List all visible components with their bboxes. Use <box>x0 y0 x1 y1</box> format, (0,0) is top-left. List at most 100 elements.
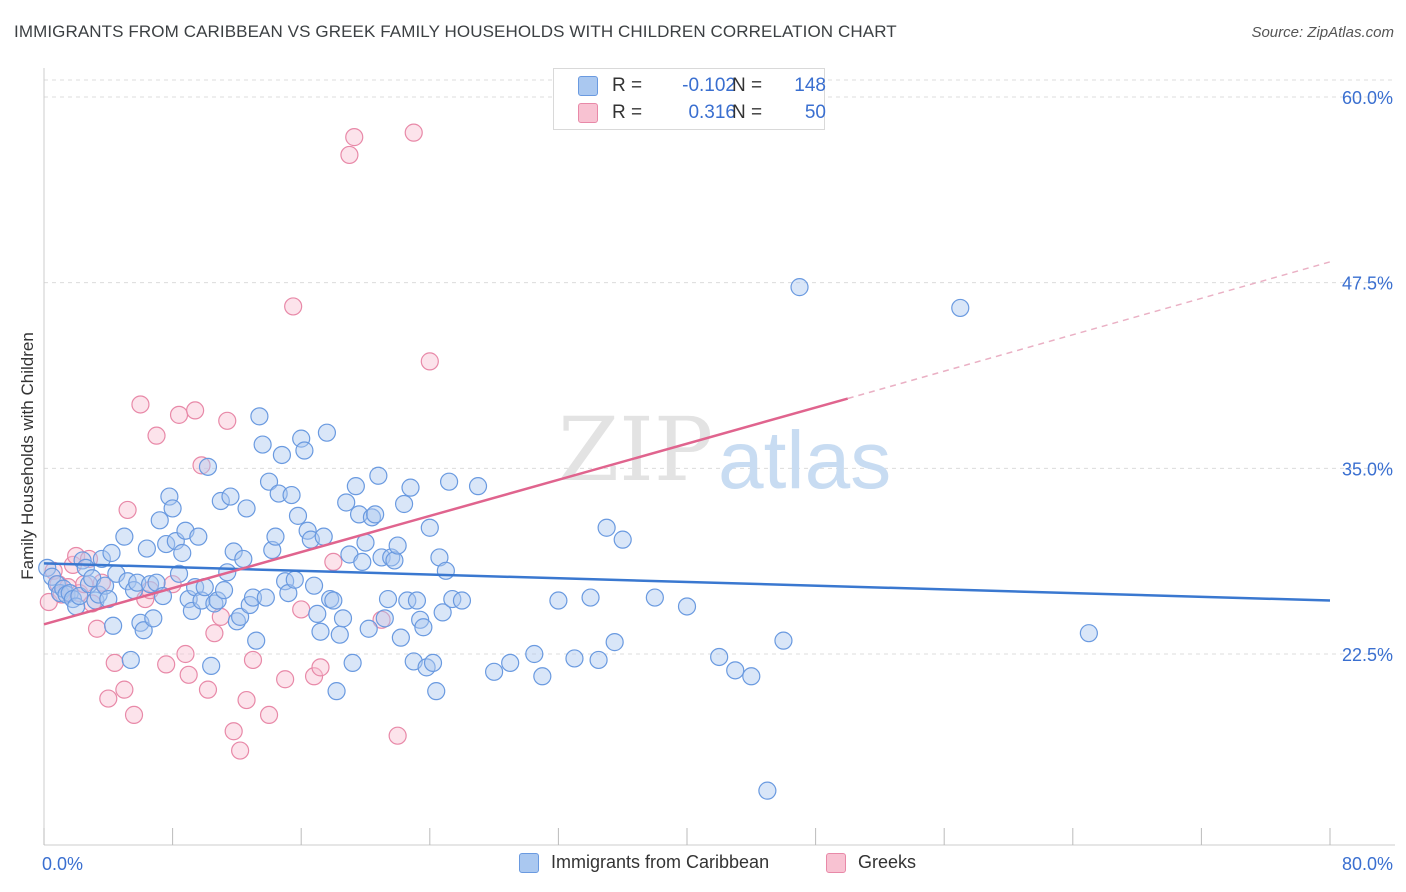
point-caribbean <box>276 572 295 591</box>
legend-swatch-greeks <box>826 852 846 873</box>
point-caribbean <box>140 575 160 594</box>
point-greeks <box>169 405 189 424</box>
point-caribbean <box>710 647 729 667</box>
stats-swatch-greeks <box>578 103 598 123</box>
point-caribbean <box>398 591 417 610</box>
point-caribbean <box>250 407 269 426</box>
point-caribbean <box>742 667 761 686</box>
point-greeks <box>284 297 303 316</box>
point-caribbean <box>549 591 568 610</box>
point-greeks <box>420 352 439 371</box>
point-caribbean <box>385 551 404 570</box>
point-caribbean <box>92 549 111 569</box>
bottom-legend: Immigrants from Caribbean Greeks <box>0 852 1406 878</box>
legend-swatch-caribbean <box>519 852 539 873</box>
point-greeks <box>124 705 144 724</box>
point-caribbean <box>790 278 809 297</box>
point-caribbean <box>378 589 398 609</box>
point-caribbean <box>589 650 608 670</box>
point-caribbean <box>420 518 439 537</box>
point-caribbean <box>485 662 504 681</box>
point-caribbean <box>1079 624 1098 643</box>
legend-item-caribbean[interactable]: Immigrants from Caribbean <box>519 852 769 873</box>
point-caribbean <box>433 603 452 622</box>
y-tick-label: 22.5% <box>1342 645 1393 665</box>
point-caribbean <box>362 508 382 527</box>
point-caribbean <box>214 581 234 600</box>
y-tick-label: 35.0% <box>1342 459 1393 479</box>
point-caribbean <box>677 597 697 616</box>
point-caribbean <box>436 561 455 580</box>
point-caribbean <box>115 527 134 546</box>
stats-legend-box: R = -0.102 N = 148 R = 0.316 N = 50 <box>553 68 826 130</box>
point-caribbean <box>758 781 777 800</box>
point-caribbean <box>211 491 230 511</box>
point-greeks <box>388 726 407 745</box>
point-greeks <box>345 128 364 147</box>
tick-labels: 22.5% 35.0% 47.5% 60.0% 0.0% 80.0% <box>42 88 1393 874</box>
watermark: ZIP atlas <box>558 398 891 506</box>
point-greeks <box>147 426 166 445</box>
point-caribbean <box>311 622 330 641</box>
y-axis-label: Family Households with Children <box>18 332 37 580</box>
data-points <box>38 123 1098 800</box>
watermark-atlas: atlas <box>718 415 891 506</box>
point-caribbean <box>597 518 616 537</box>
point-caribbean <box>95 576 115 595</box>
stats-n-value: 50 <box>804 102 826 123</box>
legend-item-greeks[interactable]: Greeks <box>826 852 916 873</box>
point-caribbean <box>104 616 123 635</box>
point-caribbean <box>407 591 427 610</box>
point-greeks <box>99 689 118 708</box>
point-caribbean <box>285 570 304 589</box>
point-caribbean <box>234 549 253 569</box>
stats-n-label: N = <box>732 102 763 123</box>
point-greeks <box>176 644 195 664</box>
watermark-zip: ZIP <box>558 398 713 501</box>
point-greeks <box>131 395 150 414</box>
point-caribbean <box>317 423 337 442</box>
point-caribbean <box>501 653 520 673</box>
y-tick-label: 47.5% <box>1342 274 1393 294</box>
point-caribbean <box>565 649 584 668</box>
stats-r-label: R = <box>612 102 643 123</box>
point-caribbean <box>774 631 793 650</box>
point-caribbean <box>137 539 156 558</box>
stats-swatch-caribbean <box>578 76 598 96</box>
legend-label-greeks: Greeks <box>858 852 917 872</box>
point-caribbean <box>346 477 365 496</box>
chart-title: IMMIGRANTS FROM CARIBBEAN VS GREEK FAMIL… <box>14 22 897 41</box>
stats-r-value: -0.102 <box>682 75 736 96</box>
point-caribbean <box>443 589 462 609</box>
point-caribbean <box>292 429 311 448</box>
legend-label-caribbean: Immigrants from Caribbean <box>551 852 770 872</box>
point-caribbean <box>468 477 488 496</box>
point-caribbean <box>237 499 256 518</box>
point-caribbean <box>391 628 410 647</box>
point-greeks <box>237 690 256 710</box>
point-caribbean <box>452 591 472 610</box>
point-caribbean <box>272 445 292 465</box>
point-caribbean <box>726 661 745 680</box>
point-caribbean <box>150 511 169 530</box>
point-caribbean <box>359 619 378 638</box>
point-caribbean <box>189 527 208 546</box>
point-caribbean <box>414 618 433 637</box>
point-caribbean <box>169 564 189 583</box>
point-caribbean <box>439 472 459 491</box>
point-caribbean <box>221 487 240 506</box>
point-caribbean <box>266 527 285 546</box>
point-greeks <box>231 741 250 760</box>
point-greeks <box>87 619 107 638</box>
point-caribbean <box>327 682 346 701</box>
point-caribbean <box>247 631 266 650</box>
point-caribbean <box>243 588 263 607</box>
point-caribbean <box>423 653 443 673</box>
point-greeks <box>115 680 134 699</box>
axes <box>43 68 1395 846</box>
point-caribbean <box>89 585 108 604</box>
point-caribbean <box>394 494 414 514</box>
point-caribbean <box>581 588 600 607</box>
point-caribbean <box>208 591 227 610</box>
